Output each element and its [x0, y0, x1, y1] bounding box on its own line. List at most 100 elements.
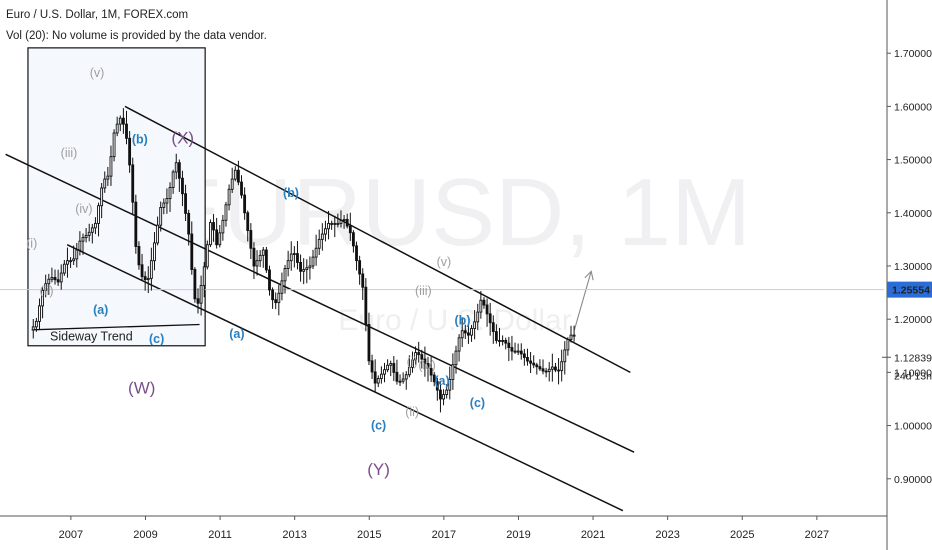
- candle-body: [53, 277, 57, 281]
- candle-body: [401, 378, 405, 382]
- candle-body: [370, 360, 374, 373]
- candle-body: [336, 222, 340, 225]
- candle-body: [314, 247, 318, 258]
- candle-body: [215, 229, 219, 246]
- candle-body: [299, 261, 302, 272]
- candle-body: [81, 237, 85, 242]
- candle-body: [519, 350, 523, 355]
- volume-legend: Vol (20): No volume is provided by the d…: [6, 30, 267, 42]
- candle-body: [442, 394, 445, 400]
- channel-line-lower[interactable]: [66, 244, 624, 512]
- candle-body: [467, 332, 470, 336]
- wave-label: (v): [90, 66, 105, 80]
- candle-body: [327, 222, 330, 230]
- candle-body: [557, 369, 560, 372]
- candle-body: [190, 233, 194, 270]
- candle-body: [75, 249, 79, 260]
- candle-body: [137, 246, 141, 266]
- price-tick-label: 1.20000: [894, 314, 932, 326]
- candle-body: [252, 247, 256, 267]
- candle-body: [439, 389, 442, 400]
- candle-body: [121, 117, 125, 125]
- wave-label: (W): [128, 379, 155, 398]
- candle-body: [488, 313, 492, 324]
- time-tick-label: 2027: [805, 529, 829, 541]
- candle-body: [470, 328, 473, 336]
- candle-body: [240, 181, 243, 196]
- candle-body: [383, 369, 386, 375]
- candle-body: [411, 359, 414, 368]
- wave-label: (c): [149, 332, 164, 346]
- wave-label: (i): [26, 236, 37, 250]
- candle-body: [34, 320, 38, 328]
- candle-body: [482, 299, 486, 306]
- candle-body: [463, 330, 467, 334]
- wave-label: (Y): [367, 460, 390, 479]
- time-tick-label: 2021: [581, 529, 605, 541]
- candle-body: [168, 187, 172, 200]
- candle-body: [432, 374, 436, 383]
- wave-label: (v): [437, 255, 452, 269]
- candle-body: [94, 222, 97, 229]
- candle-body: [283, 268, 287, 282]
- candle-body: [398, 380, 402, 383]
- candle-body: [566, 339, 570, 351]
- candle-body: [535, 364, 539, 368]
- price-tick-label: 1.50000: [894, 155, 932, 167]
- candle-body: [162, 202, 166, 208]
- channel-line-middle[interactable]: [5, 153, 635, 453]
- bar-countdown: 24d 13h: [894, 370, 932, 382]
- time-tick-label: 2013: [282, 529, 306, 541]
- candle-body: [342, 218, 346, 221]
- candle-body: [311, 256, 315, 267]
- wave-label: (a): [434, 374, 449, 388]
- candle-body: [128, 137, 132, 166]
- wave-label: (iv): [418, 359, 435, 373]
- price-tick-label: 1.10000: [894, 367, 932, 379]
- wave-label: (X): [171, 129, 194, 148]
- candle-body: [386, 364, 390, 371]
- time-tick-label: 2015: [357, 529, 381, 541]
- candle-body: [572, 334, 576, 337]
- wave-label: (ii): [40, 284, 54, 298]
- price-tick-label: 1.00000: [894, 421, 932, 433]
- candle-body: [507, 342, 511, 348]
- candle-body: [448, 379, 452, 391]
- wave-label: (b): [455, 313, 471, 327]
- candle-body: [69, 260, 72, 263]
- candle-body: [473, 321, 477, 329]
- wave-label: (b): [132, 133, 148, 147]
- candle-body: [109, 156, 113, 177]
- candle-body: [305, 267, 309, 270]
- time-axis[interactable]: 2007 2009 2011 2013 2015 2017 2019 2021 2023 2025…: [0, 515, 887, 541]
- candle-body: [404, 374, 408, 380]
- candle-body: [236, 169, 240, 183]
- price-tick-label: 1.60000: [894, 101, 932, 113]
- candle-body: [550, 366, 554, 370]
- wave-label: (c): [470, 396, 485, 410]
- candle-body: [140, 264, 144, 278]
- candle-body: [364, 286, 368, 325]
- candle-body: [264, 249, 268, 271]
- candle-body: [230, 178, 234, 190]
- price-axis[interactable]: 0.90000 1.00000 1.10000 1.20000 1.30000 1.400…: [882, 0, 932, 550]
- price-tick-label: 1.70000: [894, 48, 932, 60]
- candle-body: [420, 354, 424, 360]
- candle-body: [286, 260, 290, 269]
- candle-body: [429, 367, 433, 376]
- candle-body: [131, 164, 135, 203]
- candle-body: [538, 366, 542, 370]
- candle-body: [355, 245, 358, 262]
- candle-body: [289, 253, 293, 262]
- channel-line-upper[interactable]: [124, 105, 631, 374]
- marker-price-label: 1.12839: [894, 352, 932, 364]
- candle-body: [156, 224, 160, 244]
- time-tick-label: 2007: [59, 529, 83, 541]
- candle-body: [41, 289, 44, 307]
- candle-body: [218, 232, 222, 246]
- candle-body: [271, 289, 275, 301]
- candle-body: [249, 230, 253, 249]
- sideway-base-line: [31, 323, 200, 331]
- candles: [31, 108, 576, 413]
